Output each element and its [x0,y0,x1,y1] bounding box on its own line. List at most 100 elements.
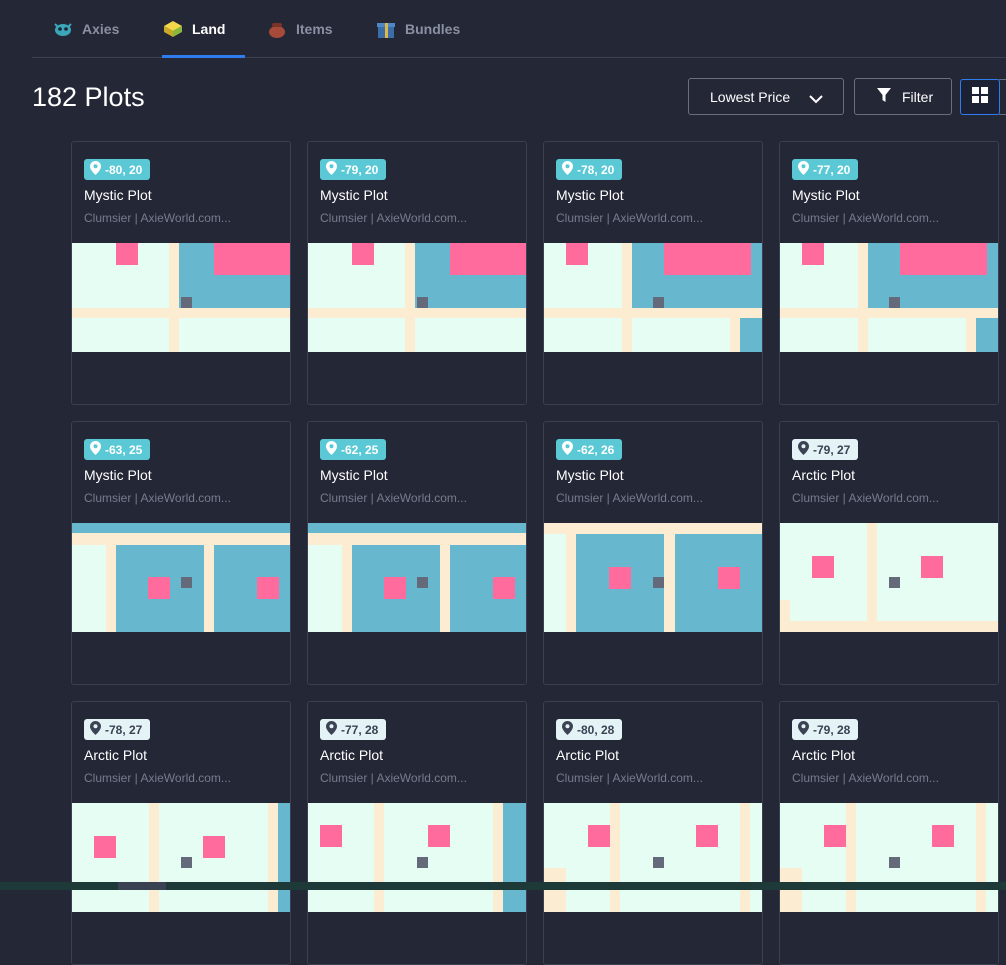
pot-icon [266,18,288,40]
plot-map-thumbnail [544,803,762,912]
category-tabs: Axies Land Items Bundles [32,0,1006,58]
map-pin-icon [90,721,101,738]
coordinates-badge: -80, 28 [556,719,623,740]
tab-axies[interactable]: Axies [52,0,119,57]
plot-owner: Clumsier | AxieWorld.com... [84,771,231,785]
coordinates-text: -80, 28 [577,722,615,737]
plot-map-thumbnail [308,803,526,912]
plot-name: Arctic Plot [84,747,148,763]
plot-name: Arctic Plot [556,747,620,763]
coordinates-badge: -79, 20 [320,159,387,180]
plot-map-thumbnail [780,803,998,912]
coordinates-badge: -77, 28 [320,719,387,740]
gift-box-icon [375,18,397,40]
plot-map-thumbnail [780,523,998,632]
plot-name: Mystic Plot [792,187,860,203]
coordinates-text: -77, 20 [813,162,851,177]
plot-card[interactable]: -79, 20 Mystic Plot Clumsier | AxieWorld… [307,141,527,405]
map-pin-icon [798,441,809,458]
coordinates-text: -80, 20 [105,162,143,177]
tab-label: Items [296,20,333,37]
tab-bundles[interactable]: Bundles [375,0,460,57]
plot-card[interactable]: -80, 20 Mystic Plot Clumsier | AxieWorld… [71,141,291,405]
plot-card[interactable]: -77, 20 Mystic Plot Clumsier | AxieWorld… [779,141,999,405]
tab-land[interactable]: Land [162,0,246,58]
plot-card[interactable]: -79, 28 Arctic Plot Clumsier | AxieWorld… [779,701,999,965]
plot-owner: Clumsier | AxieWorld.com... [792,771,939,785]
plot-map-thumbnail [72,523,290,632]
tab-label: Land [192,20,226,37]
tab-items[interactable]: Items [266,0,333,57]
sort-dropdown[interactable]: Lowest Price [688,78,844,115]
coordinates-text: -78, 27 [105,722,143,737]
plot-name: Mystic Plot [320,187,388,203]
coordinates-text: -62, 25 [341,442,379,457]
plot-map-thumbnail [544,243,762,352]
plot-map-thumbnail [308,523,526,632]
coordinates-badge: -80, 20 [84,159,151,180]
coordinates-badge: -77, 20 [792,159,859,180]
plot-owner: Clumsier | AxieWorld.com... [556,491,703,505]
plot-name: Mystic Plot [320,467,388,483]
map-pin-icon [326,161,337,178]
plot-card[interactable]: -78, 20 Mystic Plot Clumsier | AxieWorld… [543,141,763,405]
coordinates-text: -79, 20 [341,162,379,177]
map-pin-icon [562,441,573,458]
plot-name: Arctic Plot [792,467,856,483]
plot-owner: Clumsier | AxieWorld.com... [556,771,703,785]
plot-card[interactable]: -77, 28 Arctic Plot Clumsier | AxieWorld… [307,701,527,965]
plot-name: Mystic Plot [84,467,152,483]
plot-card[interactable]: -62, 25 Mystic Plot Clumsier | AxieWorld… [307,421,527,685]
axie-icon [52,18,74,40]
plot-owner: Clumsier | AxieWorld.com... [556,211,703,225]
coordinates-badge: -79, 28 [792,719,859,740]
plot-owner: Clumsier | AxieWorld.com... [320,771,467,785]
plot-card[interactable]: -79, 27 Arctic Plot Clumsier | AxieWorld… [779,421,999,685]
coordinates-text: -62, 26 [577,442,615,457]
horizontal-scrollbar[interactable] [0,882,1006,890]
coordinates-badge: -78, 27 [84,719,151,740]
map-pin-icon [562,721,573,738]
coordinates-badge: -62, 25 [320,439,387,460]
plot-map-thumbnail [72,243,290,352]
chevron-down-icon [809,91,823,107]
plot-card[interactable]: -63, 25 Mystic Plot Clumsier | AxieWorld… [71,421,291,685]
grid-view-button[interactable] [960,79,1000,115]
plot-map-thumbnail [780,243,998,352]
map-pin-icon [326,721,337,738]
plot-owner: Clumsier | AxieWorld.com... [84,211,231,225]
coordinates-badge: -79, 27 [792,439,859,460]
filter-label: Filter [902,88,934,105]
plot-card[interactable]: -62, 26 Mystic Plot Clumsier | AxieWorld… [543,421,763,685]
plot-name: Arctic Plot [792,747,856,763]
active-tab-indicator [162,55,246,58]
plot-card[interactable]: -78, 27 Arctic Plot Clumsier | AxieWorld… [71,701,291,965]
land-block-icon [162,18,184,40]
funnel-icon [876,87,892,106]
plot-map-thumbnail [308,243,526,352]
map-pin-icon [562,161,573,178]
coordinates-text: -77, 28 [341,722,379,737]
filter-button[interactable]: Filter [854,78,952,115]
plot-name: Arctic Plot [320,747,384,763]
map-pin-icon [326,441,337,458]
map-pin-icon [798,161,809,178]
grid-icon [972,86,988,108]
plot-card[interactable]: -80, 28 Arctic Plot Clumsier | AxieWorld… [543,701,763,965]
scrollbar-thumb[interactable] [118,882,166,890]
list-view-button[interactable] [999,79,1006,115]
tab-label: Axies [82,20,120,37]
plot-owner: Clumsier | AxieWorld.com... [792,211,939,225]
page-title: 182 Plots [32,82,145,112]
coordinates-text: -78, 20 [577,162,615,177]
plot-name: Mystic Plot [556,467,624,483]
coordinates-badge: -63, 25 [84,439,151,460]
plot-owner: Clumsier | AxieWorld.com... [320,491,467,505]
plot-name: Mystic Plot [556,187,624,203]
coordinates-text: -63, 25 [105,442,143,457]
coordinates-text: -79, 27 [813,442,851,457]
plot-owner: Clumsier | AxieWorld.com... [84,491,231,505]
sort-label: Lowest Price [710,88,791,105]
plot-map-thumbnail [544,523,762,632]
coordinates-text: -79, 28 [813,722,851,737]
